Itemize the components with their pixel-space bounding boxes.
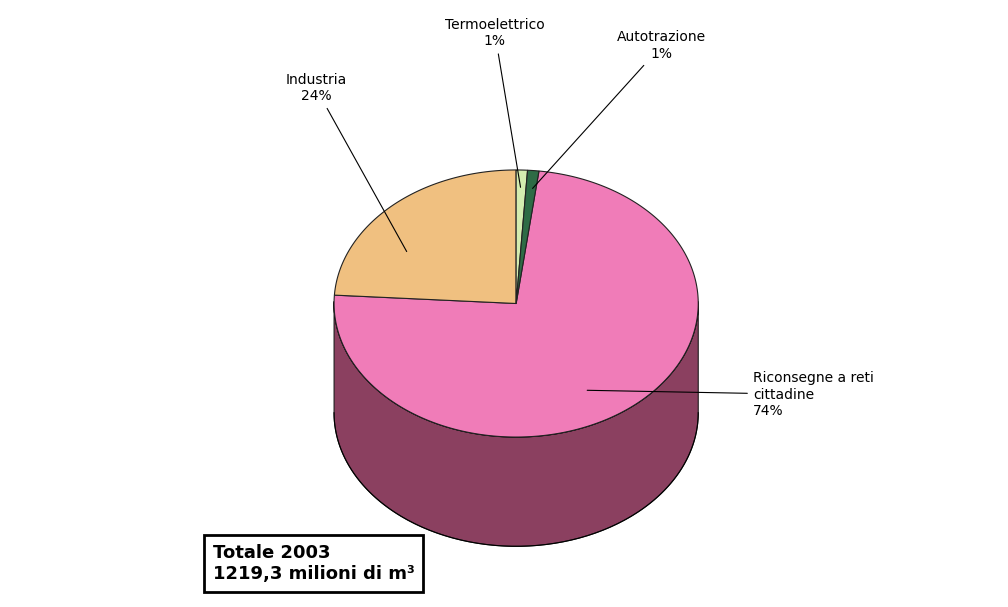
- Text: Riconsegne a reti
cittadine
74%: Riconsegne a reti cittadine 74%: [588, 371, 874, 418]
- Polygon shape: [334, 304, 699, 546]
- Polygon shape: [516, 170, 527, 304]
- Polygon shape: [516, 170, 539, 304]
- Polygon shape: [334, 301, 699, 546]
- Text: Termoelettrico
1%: Termoelettrico 1%: [445, 18, 544, 188]
- Text: Autotrazione
1%: Autotrazione 1%: [532, 30, 707, 188]
- Polygon shape: [335, 170, 516, 304]
- Text: Totale 2003
1219,3 milioni di m³: Totale 2003 1219,3 milioni di m³: [213, 544, 414, 583]
- Text: Industria
24%: Industria 24%: [285, 73, 406, 251]
- Polygon shape: [334, 171, 699, 437]
